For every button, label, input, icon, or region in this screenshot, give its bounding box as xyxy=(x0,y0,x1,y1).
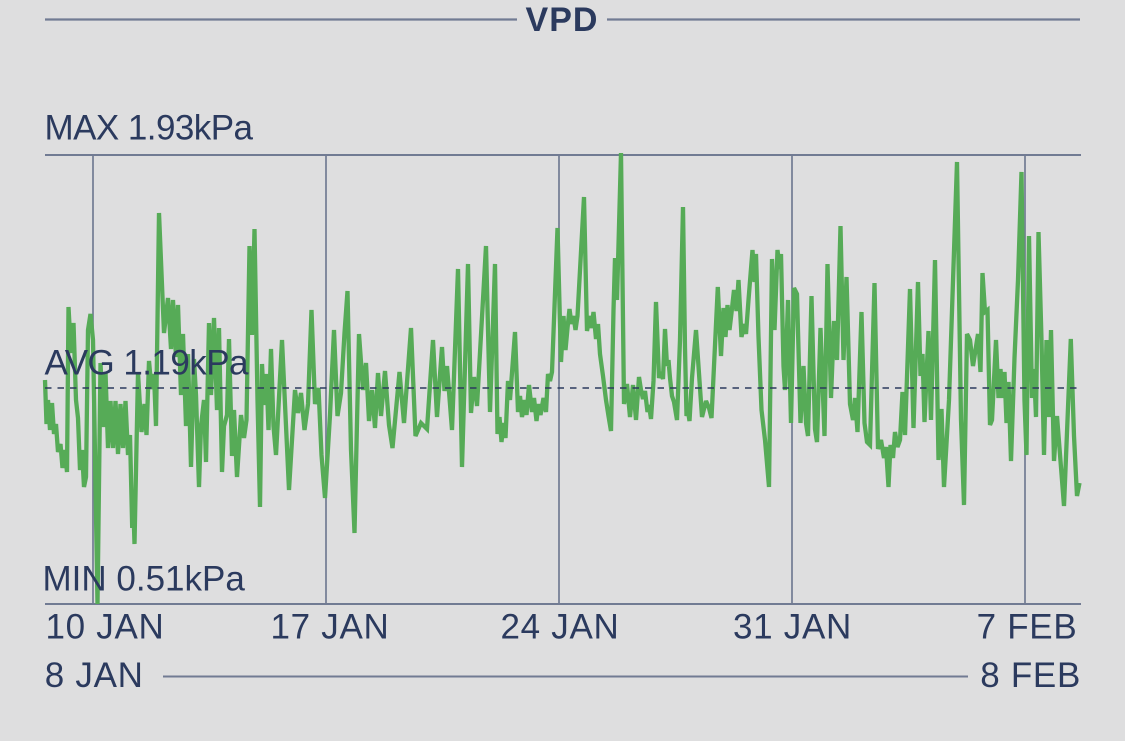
svg-text:24 JAN: 24 JAN xyxy=(501,608,620,647)
svg-text:AVG 1.19kPa: AVG 1.19kPa xyxy=(45,344,250,383)
svg-text:17 JAN: 17 JAN xyxy=(271,608,390,647)
svg-text:7 FEB: 7 FEB xyxy=(977,608,1078,647)
svg-text:MAX 1.93kPa: MAX 1.93kPa xyxy=(45,109,254,148)
svg-text:8 JAN: 8 JAN xyxy=(45,656,144,695)
svg-text:10 JAN: 10 JAN xyxy=(46,608,165,647)
svg-text:VPD: VPD xyxy=(526,1,599,39)
svg-text:31 JAN: 31 JAN xyxy=(733,608,852,647)
svg-text:8 FEB: 8 FEB xyxy=(980,656,1081,695)
svg-text:MIN 0.51kPa: MIN 0.51kPa xyxy=(43,560,246,599)
